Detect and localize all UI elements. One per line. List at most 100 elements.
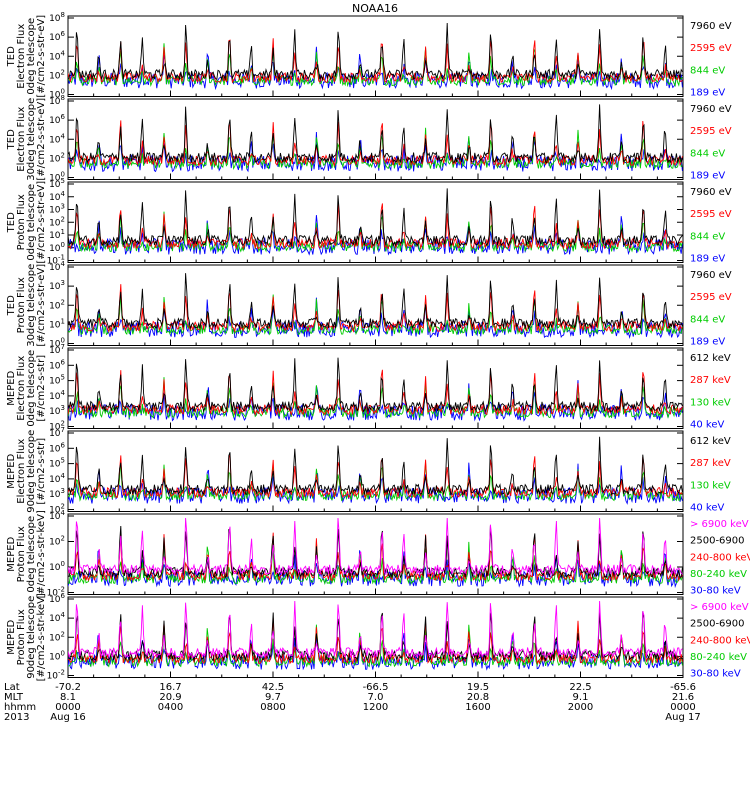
y-title-line: [#/cm2-s-str-keV] <box>36 593 47 681</box>
channel-label: 2500-6900 <box>690 536 745 547</box>
y-tick-exp: 3 <box>61 203 65 211</box>
y-tick-base: 10 <box>49 506 61 516</box>
y-tick-label: 102 <box>49 420 65 433</box>
flux-trace-612-keV <box>68 436 683 496</box>
y-title-line: TED <box>6 295 17 316</box>
y-tick-label: 102 <box>49 535 65 548</box>
y-title-line: Proton Flux <box>16 526 27 582</box>
panel-y-title: MEPEDElectron Flux0deg telescope[#/cm2-s… <box>6 350 47 427</box>
y-tick-base: 10 <box>49 512 61 522</box>
y-title-line: [#/cm2-s-str-eV] <box>36 98 47 181</box>
flux-trace-612-keV <box>68 357 683 413</box>
y-tick-label: 103 <box>49 404 65 417</box>
y-title-line: Proton Flux <box>16 609 27 665</box>
y-tick-base: 10 <box>49 301 61 311</box>
panel-1: TEDElectron Flux0deg telescope[#/cm2-s-s… <box>6 11 732 101</box>
x-row-value: 1200 <box>363 702 388 713</box>
flux-trace-130-keV <box>68 377 683 420</box>
x-row-value: 2000 <box>568 702 593 713</box>
y-tick-base: 10 <box>49 392 61 402</box>
panel-y-title: TEDElectron Flux30deg telescope[#/cm2-s-… <box>6 98 47 181</box>
channel-label: 189 eV <box>690 88 725 99</box>
y-tick-label: 107 <box>49 343 65 356</box>
y-tick-base: 10 <box>47 257 59 267</box>
y-tick-label: 10-2 <box>47 669 65 682</box>
x-row-value: 8.1 <box>60 692 76 703</box>
y-tick-label: 104 <box>49 611 65 624</box>
channel-label: 189 eV <box>690 337 725 348</box>
y-title-line: TED <box>6 46 17 67</box>
x-row-label: MLT <box>4 692 24 703</box>
channel-label: 844 eV <box>690 148 725 159</box>
y-tick-base: 10 <box>49 71 61 81</box>
y-tick-exp: 5 <box>61 177 65 185</box>
channel-label: 7960 eV <box>690 270 732 281</box>
flux-trace-7960-eV <box>68 188 683 248</box>
channel-label: 130 keV <box>690 480 731 491</box>
y-tick-base: 10 <box>49 538 61 548</box>
y-tick-base: 10 <box>49 91 61 101</box>
y-title-line: 0deg telescope <box>26 516 37 593</box>
y-tick-label: 105 <box>49 457 65 470</box>
y-tick-base: 10 <box>49 563 61 573</box>
channel-label: 7960 eV <box>690 104 732 115</box>
y-tick-exp: 4 <box>61 190 66 198</box>
x-row-value: 20.9 <box>159 692 181 703</box>
y-tick-exp: 0 <box>61 88 65 96</box>
y-title-line: [#/cm2-s-str-eV] <box>36 15 47 98</box>
flux-trace--6900-keV <box>68 517 683 576</box>
x-row-label: Lat <box>4 682 20 693</box>
y-title-line: Electron Flux <box>16 24 27 89</box>
x-row-value: -70.2 <box>55 682 81 693</box>
channel-label: 189 eV <box>690 254 725 265</box>
y-tick-base: 10 <box>49 652 61 662</box>
panel-traces <box>68 600 683 671</box>
y-title-line: MEPED <box>6 370 17 405</box>
channel-label: 130 keV <box>690 397 731 408</box>
panel-7: MEPEDProton Flux0deg telescope[#/cm2-s-s… <box>6 509 750 599</box>
channel-label: 2500-6900 <box>690 619 745 630</box>
y-tick-label: 104 <box>49 190 65 203</box>
channel-label: 189 eV <box>690 171 725 182</box>
y-tick-label: 100 <box>49 337 65 350</box>
y-tick-exp: 0 <box>61 241 65 249</box>
y-title-line: 30deg telescope <box>26 264 37 347</box>
y-title-line: 0deg telescope <box>26 18 37 95</box>
y-tick-label: 108 <box>49 11 65 24</box>
y-tick-base: 10 <box>49 33 61 43</box>
y-tick-label: 102 <box>49 298 65 311</box>
y-tick-label: 101 <box>49 317 65 330</box>
x-row-value: 42.5 <box>262 682 284 693</box>
x-row-value: 19.5 <box>467 682 489 693</box>
y-tick-exp: 6 <box>61 358 66 366</box>
y-tick-base: 10 <box>49 614 61 624</box>
y-tick-label: 105 <box>49 177 65 190</box>
y-tick-label: 10-2 <box>47 586 65 599</box>
y-tick-base: 10 <box>49 361 61 371</box>
channel-label: 2595 eV <box>690 43 732 54</box>
y-tick-base: 10 <box>49 475 61 485</box>
y-tick-label: 100 <box>49 241 65 254</box>
y-title-line: MEPED <box>6 536 17 571</box>
y-tick-exp: 4 <box>61 472 66 480</box>
panel-4: TEDProton Flux30deg telescope[#/cm2-s-st… <box>6 260 732 350</box>
y-tick-base: 10 <box>49 135 61 145</box>
y-tick-base: 10 <box>49 174 61 184</box>
y-tick-label: 105 <box>49 374 65 387</box>
y-tick-base: 10 <box>49 97 61 107</box>
x-row-value: 21.6 <box>672 692 694 703</box>
y-tick-label: 106 <box>49 441 65 454</box>
panel-y-title: MEPEDElectron Flux90deg telescope[#/cm2-… <box>6 430 47 513</box>
flux-trace--6900-keV <box>68 600 683 659</box>
y-tick-label: 106 <box>49 30 65 43</box>
y-tick-base: 10 <box>49 444 61 454</box>
x-row-value: 22.5 <box>569 682 591 693</box>
flux-trace-240-800-keV <box>68 532 683 582</box>
y-tick-exp: 2 <box>61 215 65 223</box>
x-row-value: 0000 <box>670 702 695 713</box>
channel-label: 40 keV <box>690 503 724 514</box>
y-tick-base: 10 <box>49 180 61 190</box>
y-tick-exp: 4 <box>61 132 66 140</box>
y-tick-exp: 2 <box>61 151 65 159</box>
